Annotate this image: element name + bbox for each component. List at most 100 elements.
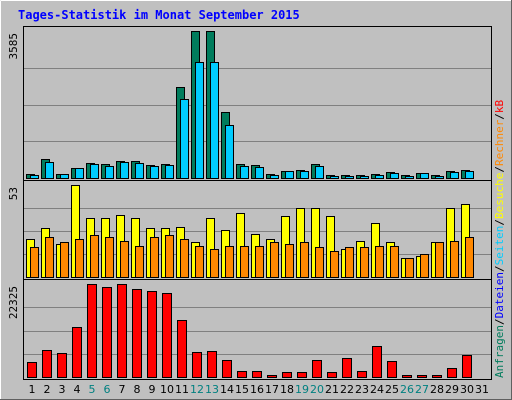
x-tick-day-16: 16	[250, 383, 264, 396]
y-axis-max-label: 3585	[7, 33, 20, 60]
x-tick-day-11: 11	[175, 383, 189, 396]
bar-dateien-day-2	[45, 162, 54, 179]
bar-dateien-day-20	[315, 166, 324, 179]
bar-dateien-day-8	[135, 163, 144, 179]
bar-besuche-day-9	[150, 237, 159, 278]
x-tick-day-28: 28	[430, 383, 444, 396]
chart-panels: 3585 53 22325	[7, 26, 492, 380]
bar-kb-day-12	[192, 352, 202, 378]
bar-dateien-day-13	[210, 62, 219, 179]
legend-part-6: Besuche	[493, 173, 506, 219]
bar-besuche-day-17	[270, 242, 279, 278]
legend-part-0: Anfragen	[493, 325, 506, 378]
x-tick-day-2: 2	[44, 383, 51, 396]
bar-besuche-day-6	[105, 237, 114, 278]
bar-dateien-day-19	[300, 171, 309, 179]
bar-dateien-day-21	[330, 176, 339, 179]
bar-kb-day-26	[402, 375, 412, 378]
bar-kb-day-22	[342, 358, 352, 378]
bar-besuche-day-20	[315, 247, 324, 278]
x-tick-day-7: 7	[119, 383, 126, 396]
bar-dateien-day-17	[270, 175, 279, 179]
x-tick-day-29: 29	[445, 383, 459, 396]
x-axis-tick-labels: 1 2 3 4 5 6 7 8 9 10 11 12 13 14 15 16 17 18 19 20 21 22 23 24 2…	[29, 383, 490, 396]
panel-3: 22325	[7, 279, 492, 380]
legend-part-2: Dateien	[493, 272, 506, 318]
bar-kb-day-10	[162, 293, 172, 378]
x-tick-day-8: 8	[134, 383, 141, 396]
bar-besuche-day-22	[345, 247, 354, 278]
bar-besuche-day-8	[135, 246, 144, 278]
x-tick-day-23: 23	[355, 383, 369, 396]
bar-kb-day-2	[42, 350, 52, 378]
series-legend-vertical: Anfragen/Dateien/Seiten/Besuche/Rechner/…	[493, 99, 506, 378]
bar-dateien-day-4	[75, 168, 84, 179]
bar-besuche-day-12	[195, 246, 204, 278]
panel-frame	[23, 279, 492, 380]
bar-dateien-day-14	[225, 125, 234, 179]
bar-besuche-day-10	[165, 235, 174, 278]
bar-dateien-day-5	[90, 164, 99, 179]
bar-dateien-day-28	[435, 176, 444, 179]
panel-1: 3585	[7, 26, 492, 181]
x-tick-day-9: 9	[149, 383, 156, 396]
legend-part-1: /	[493, 318, 506, 325]
bar-besuche-day-28	[435, 242, 444, 278]
bar-dateien-day-16	[255, 167, 264, 179]
bar-dateien-day-1	[30, 175, 39, 179]
bar-dateien-day-22	[345, 176, 354, 179]
bar-dateien-day-3	[60, 174, 69, 179]
x-tick-day-22: 22	[340, 383, 354, 396]
bar-dateien-day-6	[105, 166, 114, 179]
bar-besuche-day-11	[180, 239, 189, 278]
chart-title: Tages-Statistik im Monat September 2015	[18, 8, 300, 22]
bar-kb-day-7	[117, 284, 127, 378]
bar-kb-day-24	[372, 346, 382, 378]
y-axis-max-label: 53	[7, 187, 20, 200]
bar-besuche-day-15	[240, 246, 249, 278]
bar-dateien-day-24	[375, 175, 384, 179]
bar-kb-day-27	[417, 375, 427, 378]
x-tick-day-20: 20	[310, 383, 324, 396]
bar-besuche-day-16	[255, 246, 264, 278]
bar-besuche-day-30	[465, 237, 474, 278]
x-tick-day-25: 25	[385, 383, 399, 396]
x-tick-day-14: 14	[220, 383, 234, 396]
bar-dateien-day-27	[420, 173, 429, 179]
legend-part-9: /	[493, 113, 506, 120]
legend-part-4: Seiten	[493, 226, 506, 266]
x-tick-day-5: 5	[89, 383, 96, 396]
bar-besuche-day-7	[120, 241, 129, 278]
legend-part-8: Rechner	[493, 119, 506, 166]
x-tick-day-1: 1	[29, 383, 36, 396]
bar-kb-day-18	[282, 372, 292, 378]
bar-kb-day-14	[222, 360, 232, 378]
bar-dateien-day-11	[180, 99, 189, 179]
bar-dateien-day-26	[405, 176, 414, 179]
x-tick-day-30: 30	[460, 383, 474, 396]
bar-besuche-day-19	[300, 242, 309, 278]
x-tick-day-3: 3	[59, 383, 66, 396]
bar-dateien-day-12	[195, 62, 204, 179]
bar-besuche-day-27	[420, 254, 429, 278]
bar-kb-day-28	[432, 375, 442, 378]
x-tick-day-24: 24	[370, 383, 384, 396]
x-tick-day-27: 27	[415, 383, 429, 396]
legend-part-10: kB	[493, 99, 506, 113]
bar-kb-day-4	[72, 327, 82, 378]
bar-kb-day-6	[102, 287, 112, 378]
bar-besuche-day-3	[60, 242, 69, 278]
bar-kb-day-17	[267, 375, 277, 378]
bar-besuche-day-4	[75, 239, 84, 278]
bar-besuche-day-18	[285, 244, 294, 278]
bar-besuche-day-26	[405, 258, 414, 278]
x-tick-day-19: 19	[295, 383, 309, 396]
y-axis-max-label: 22325	[7, 286, 20, 319]
bar-kb-day-1	[27, 362, 37, 378]
bar-besuche-day-25	[390, 246, 399, 278]
bar-kb-day-19	[297, 372, 307, 378]
bar-kb-day-11	[177, 320, 187, 378]
bar-besuche-day-24	[375, 246, 384, 278]
bar-kb-day-29	[447, 368, 457, 378]
x-tick-day-15: 15	[235, 383, 249, 396]
